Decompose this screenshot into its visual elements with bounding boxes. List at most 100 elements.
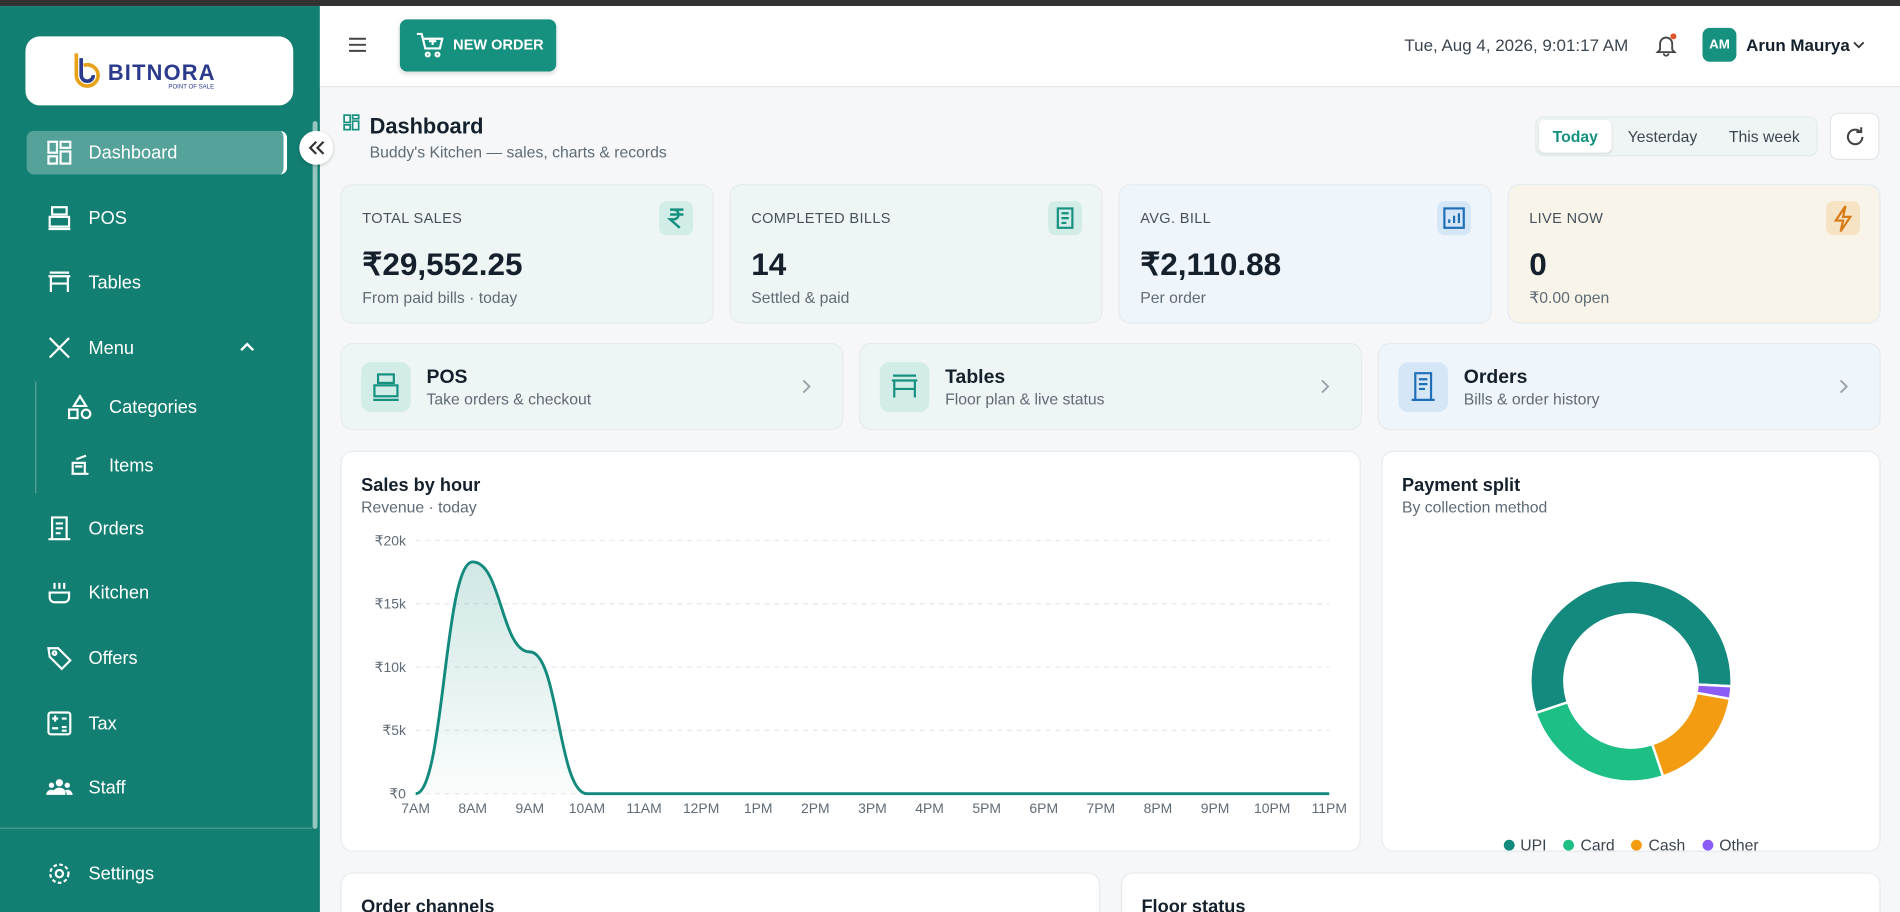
nav-label: Dashboard: [88, 142, 178, 163]
range-option[interactable]: This week: [1728, 127, 1800, 146]
donut-segment: [1650, 691, 1732, 778]
stat-label: TOTAL SALES: [362, 209, 463, 227]
nav-label: Tables: [88, 272, 141, 293]
legend-item[interactable]: Cash: [1631, 836, 1686, 855]
chart-card: Order channels: [340, 872, 1101, 912]
x-tick-label: 11PM: [1312, 800, 1347, 816]
collapse-button[interactable]: [299, 130, 334, 165]
x-tick-label: 7AM: [401, 800, 430, 816]
refresh-icon: [1846, 127, 1864, 146]
nav-item[interactable]: Tax: [27, 702, 284, 746]
nav-item[interactable]: Offers: [27, 636, 284, 680]
sales-chart: ₹0 ₹5k ₹10k ₹15k ₹20k 7AM 8AM 9AM 10AM 11AM 12PM 1P…: [375, 532, 1347, 816]
nav-label: Staff: [88, 777, 126, 798]
card-title: Order channels: [361, 896, 495, 912]
x-tick-label: 3PM: [858, 800, 887, 816]
y-tick-label: ₹5k: [382, 722, 406, 738]
nav-item[interactable]: Settings: [27, 852, 284, 896]
new-order-button[interactable]: NEW ORDER: [399, 19, 557, 72]
chart-title: Payment split: [1401, 474, 1521, 496]
donut-segment: [1534, 700, 1665, 783]
legend-label: Card: [1580, 836, 1615, 855]
legend-item[interactable]: Card: [1563, 836, 1615, 855]
nav-icon: [47, 140, 72, 165]
header: [319, 6, 1900, 88]
chevron-up: [240, 342, 255, 352]
shortcut-icon: [361, 362, 411, 412]
nav-item[interactable]: Items: [27, 443, 284, 487]
logo[interactable]: BITNORA POINT OF SALE: [25, 36, 294, 106]
area: [415, 561, 1330, 794]
refresh-button[interactable]: [1829, 112, 1880, 160]
window-bar: [0, 0, 1900, 7]
x-tick-label: 8AM: [458, 800, 487, 816]
y-tick-label: ₹15k: [375, 596, 406, 612]
stat-note: Per order: [1140, 288, 1206, 307]
shortcut-card[interactable]: POS Take orders & checkout: [340, 342, 844, 431]
user-name[interactable]: Arun Maurya: [1746, 35, 1850, 55]
nav-item[interactable]: Staff: [27, 766, 284, 810]
stat-card: LIVE NOW 0 ₹0.00 open: [1507, 184, 1881, 324]
nav-item[interactable]: Dashboard: [26, 130, 288, 175]
logo-icon: [74, 53, 100, 88]
nav-item[interactable]: Tables: [27, 261, 284, 305]
shortcut-card[interactable]: Orders Bills & order history: [1377, 342, 1881, 431]
nav-label: Offers: [88, 647, 138, 669]
chart-subtitle: Revenue · today: [361, 498, 477, 517]
legend-swatch: [1631, 839, 1643, 851]
nav-icon: [71, 454, 89, 475]
nav-label: Tax: [88, 713, 117, 734]
nav-icon: [48, 337, 70, 359]
x-tick-label: 11AM: [626, 800, 661, 816]
page-icon: [343, 114, 360, 131]
avatar[interactable]: AM: [1702, 27, 1737, 62]
donut-segment: [1529, 579, 1733, 715]
range-option[interactable]: Yesterday: [1627, 127, 1698, 146]
page-title: Dashboard: [369, 113, 484, 139]
notifications-button[interactable]: [1655, 33, 1677, 57]
legend-label: Cash: [1648, 836, 1686, 855]
stat-label: AVG. BILL: [1140, 209, 1212, 227]
user-chevron[interactable]: [1852, 39, 1867, 51]
legend-swatch: [1503, 839, 1515, 851]
nav-item[interactable]: POS: [27, 196, 284, 240]
new-order-label: NEW ORDER: [453, 36, 544, 54]
sidebar-divider: [0, 827, 313, 829]
shortcut-card[interactable]: Tables Floor plan & live status: [859, 342, 1362, 431]
nav-item[interactable]: Kitchen: [27, 571, 284, 615]
cart-icon: [416, 32, 444, 58]
line: [415, 560, 1330, 796]
y-tick-label: ₹10k: [375, 659, 406, 675]
chart-title: Sales by hour: [361, 474, 481, 496]
stat-value: 14: [751, 245, 787, 283]
logo-text: BITNORA: [107, 60, 216, 85]
x-tick-label: 2PM: [801, 800, 830, 816]
stat-card: AVG. BILL ₹2,110.88 Per order: [1118, 184, 1492, 324]
nav-icon: [49, 863, 70, 884]
scrollbar[interactable]: [312, 121, 318, 829]
nav-label: POS: [88, 207, 127, 229]
x-tick-label: 4PM: [915, 800, 944, 816]
legend-item[interactable]: UPI: [1503, 836, 1547, 854]
shortcut-title: POS: [426, 367, 468, 388]
chart-card: Payment split By collection method: [1381, 450, 1881, 852]
nav-item[interactable]: Categories: [27, 385, 284, 429]
stat-icon: [1437, 201, 1472, 236]
legend-item[interactable]: Other: [1702, 836, 1759, 854]
x-tick-label: 8PM: [1144, 800, 1173, 816]
menu-button[interactable]: [348, 36, 367, 53]
nav-item[interactable]: Orders: [27, 507, 284, 551]
x-tick-label: 10AM: [569, 800, 605, 816]
stat-value: ₹29,552.25: [362, 245, 523, 283]
nav-item[interactable]: Menu: [27, 326, 284, 370]
submenu-line: [35, 381, 37, 494]
range-selector: Today Yesterday This week: [1535, 116, 1818, 157]
legend: UPI Card Cash Other: [1381, 836, 1880, 854]
nav-icon: [47, 711, 72, 736]
nav-icon: [48, 516, 71, 541]
nav-label: Menu: [88, 337, 134, 359]
shortcut-icon: [1398, 362, 1449, 412]
range-option[interactable]: Today: [1538, 119, 1612, 153]
stat-label: LIVE NOW: [1529, 209, 1604, 227]
